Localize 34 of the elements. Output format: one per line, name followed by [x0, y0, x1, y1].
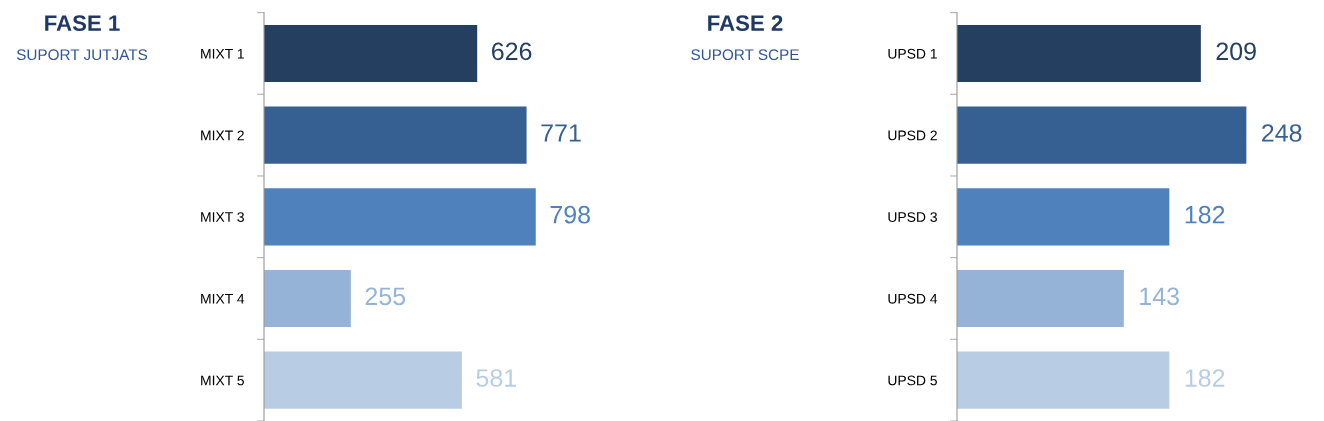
bar — [957, 351, 1170, 409]
y-tick-label: UPSD 2 — [888, 130, 937, 141]
y-tick-label: MIXT 1 — [201, 48, 244, 59]
bar — [957, 269, 1124, 328]
bar — [264, 351, 462, 409]
y-tick-label: MIXT 2 — [201, 130, 244, 141]
text: FASE 1 — [45, 15, 120, 31]
y-tick-label: MIXT 3 — [201, 212, 244, 222]
data-label: 771 — [541, 124, 581, 142]
bar — [957, 24, 1201, 83]
bar — [264, 106, 527, 164]
data-label: 255 — [365, 287, 406, 306]
bar — [264, 24, 478, 83]
bar — [957, 188, 1170, 246]
bar — [264, 188, 536, 246]
y-tick-label: UPSD 4 — [888, 293, 938, 304]
y-tick-label: UPSD 1 — [888, 48, 937, 59]
data-label: 143 — [1140, 287, 1179, 306]
text: FASE 2 — [708, 15, 783, 31]
y-tick-label: MIXT 4 — [201, 293, 245, 304]
data-label: 798 — [550, 205, 590, 224]
data-label: 182 — [1185, 369, 1225, 387]
y-tick-label: MIXT 5 — [201, 375, 244, 386]
y-tick-label: UPSD 3 — [888, 212, 937, 222]
data-label: 626 — [492, 42, 532, 61]
bar — [264, 269, 351, 328]
data-label: 209 — [1216, 42, 1256, 61]
text: SUPORT SCPE — [691, 49, 799, 61]
y-tick-label: UPSD 5 — [888, 375, 937, 386]
text: SUPORT JUTJATS — [16, 49, 148, 61]
data-label: 248 — [1262, 124, 1302, 142]
data-label: 182 — [1185, 205, 1225, 224]
bar — [957, 106, 1247, 164]
data-label: 581 — [476, 369, 516, 387]
